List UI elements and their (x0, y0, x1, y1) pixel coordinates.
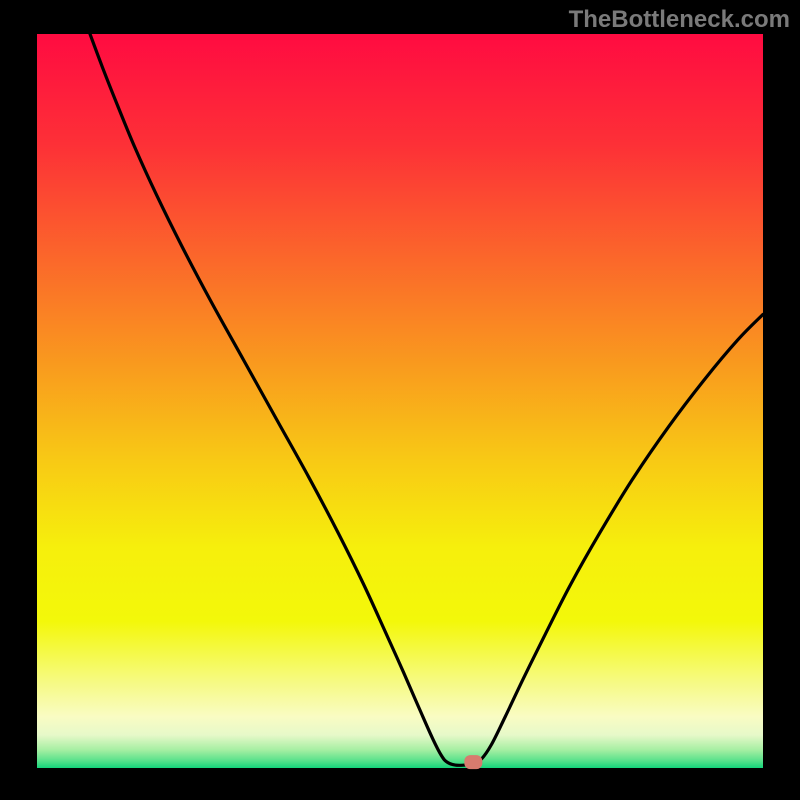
plot-background (37, 34, 763, 768)
optimal-point-marker (464, 755, 482, 769)
chart-svg (0, 0, 800, 800)
watermark-text: TheBottleneck.com (569, 6, 790, 34)
figure-root: TheBottleneck.com (0, 0, 800, 800)
